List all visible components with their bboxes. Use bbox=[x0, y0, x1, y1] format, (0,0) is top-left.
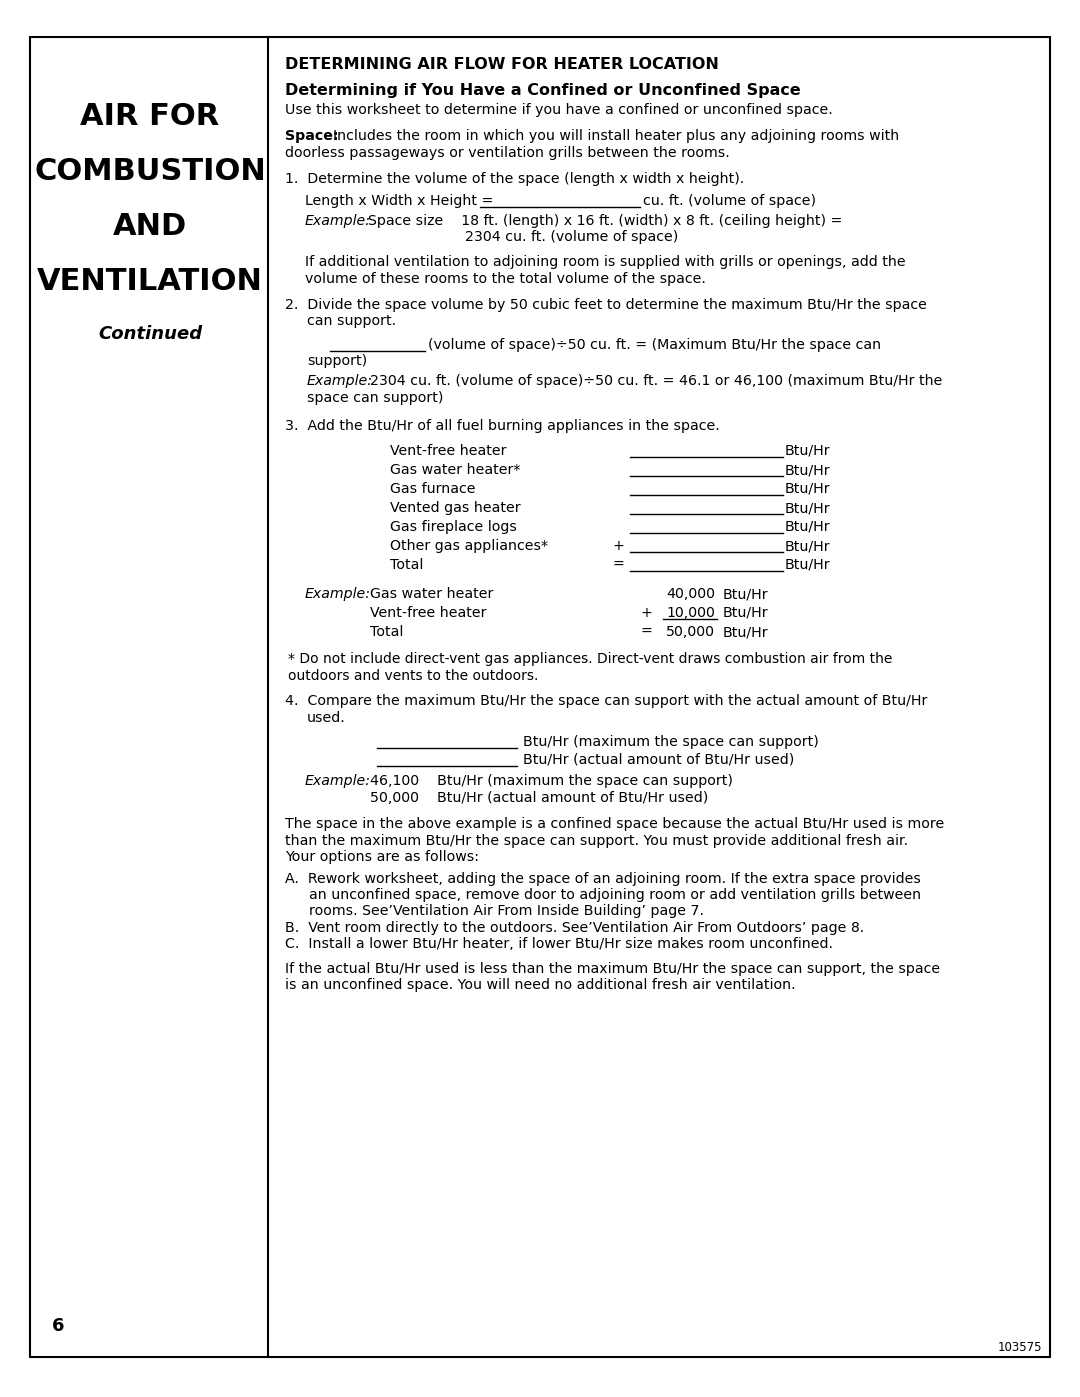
Text: outdoors and vents to the outdoors.: outdoors and vents to the outdoors. bbox=[288, 669, 538, 683]
Text: Gas fireplace logs: Gas fireplace logs bbox=[390, 520, 517, 534]
Text: 50,000: 50,000 bbox=[666, 624, 715, 638]
Text: Example:: Example: bbox=[305, 774, 372, 788]
Text: Gas water heater: Gas water heater bbox=[370, 587, 494, 601]
Text: Includes the room in which you will install heater plus any adjoining rooms with: Includes the room in which you will inst… bbox=[333, 129, 900, 142]
Text: * Do not include direct-vent gas appliances. Direct-vent draws combustion air fr: * Do not include direct-vent gas applian… bbox=[288, 652, 892, 666]
Text: Example:: Example: bbox=[307, 374, 373, 388]
Text: VENTILATION: VENTILATION bbox=[37, 267, 262, 296]
Text: Other gas appliances*: Other gas appliances* bbox=[390, 539, 548, 553]
Text: space can support): space can support) bbox=[307, 391, 444, 405]
Text: Gas furnace: Gas furnace bbox=[390, 482, 475, 496]
Text: Total: Total bbox=[370, 624, 403, 638]
Text: Total: Total bbox=[390, 557, 423, 571]
Text: Btu/Hr: Btu/Hr bbox=[785, 539, 831, 553]
Text: 3.  Add the Btu/Hr of all fuel burning appliances in the space.: 3. Add the Btu/Hr of all fuel burning ap… bbox=[285, 419, 719, 433]
Text: Btu/Hr: Btu/Hr bbox=[723, 606, 769, 620]
Text: 2304 cu. ft. (volume of space): 2304 cu. ft. (volume of space) bbox=[465, 231, 678, 244]
Text: Vented gas heater: Vented gas heater bbox=[390, 502, 521, 515]
Text: 10,000: 10,000 bbox=[666, 606, 715, 620]
Text: 4.  Compare the maximum Btu/Hr the space can support with the actual amount of B: 4. Compare the maximum Btu/Hr the space … bbox=[285, 694, 928, 708]
Text: doorless passageways or ventilation grills between the rooms.: doorless passageways or ventilation gril… bbox=[285, 145, 730, 159]
Text: cu. ft. (volume of space): cu. ft. (volume of space) bbox=[643, 194, 816, 208]
Text: Example:: Example: bbox=[305, 214, 372, 228]
Text: The space in the above example is a confined space because the actual Btu/Hr use: The space in the above example is a conf… bbox=[285, 817, 944, 831]
Text: Space size    18 ft. (length) x 16 ft. (width) x 8 ft. (ceiling height) =: Space size 18 ft. (length) x 16 ft. (wid… bbox=[368, 214, 842, 228]
Text: volume of these rooms to the total volume of the space.: volume of these rooms to the total volum… bbox=[305, 271, 706, 285]
Text: Btu/Hr (maximum the space can support): Btu/Hr (maximum the space can support) bbox=[523, 735, 819, 749]
Text: If additional ventilation to adjoining room is supplied with grills or openings,: If additional ventilation to adjoining r… bbox=[305, 256, 906, 270]
Text: Vent-free heater: Vent-free heater bbox=[390, 444, 507, 458]
Text: 1.  Determine the volume of the space (length x width x height).: 1. Determine the volume of the space (le… bbox=[285, 172, 744, 186]
Text: AIR FOR: AIR FOR bbox=[80, 102, 219, 131]
Text: Vent-free heater: Vent-free heater bbox=[370, 606, 486, 620]
Text: an unconfined space, remove door to adjoining room or add ventilation grills bet: an unconfined space, remove door to adjo… bbox=[309, 888, 921, 902]
Text: support): support) bbox=[307, 355, 367, 369]
Text: 6: 6 bbox=[52, 1317, 65, 1336]
Text: 2304 cu. ft. (volume of space)÷50 cu. ft. = 46.1 or 46,100 (maximum Btu/Hr the: 2304 cu. ft. (volume of space)÷50 cu. ft… bbox=[370, 374, 943, 388]
Text: Use this worksheet to determine if you have a confined or unconfined space.: Use this worksheet to determine if you h… bbox=[285, 103, 833, 117]
Text: Btu/Hr: Btu/Hr bbox=[785, 520, 831, 534]
Text: Length x Width x Height =: Length x Width x Height = bbox=[305, 194, 498, 208]
Text: Btu/Hr: Btu/Hr bbox=[785, 462, 831, 476]
Text: Example:: Example: bbox=[305, 587, 372, 601]
Text: rooms. See’Ventilation Air From Inside Building’ page 7.: rooms. See’Ventilation Air From Inside B… bbox=[309, 904, 704, 918]
Text: used.: used. bbox=[307, 711, 346, 725]
Text: C.  Install a lower Btu/Hr heater, if lower Btu/Hr size makes room unconfined.: C. Install a lower Btu/Hr heater, if low… bbox=[285, 937, 833, 951]
Text: is an unconfined space. You will need no additional fresh air ventilation.: is an unconfined space. You will need no… bbox=[285, 978, 796, 992]
Text: Space:: Space: bbox=[285, 129, 339, 142]
Text: =: = bbox=[612, 557, 624, 571]
Text: 50,000    Btu/Hr (actual amount of Btu/Hr used): 50,000 Btu/Hr (actual amount of Btu/Hr u… bbox=[370, 791, 708, 805]
Text: +: + bbox=[612, 539, 624, 553]
Text: Btu/Hr: Btu/Hr bbox=[785, 557, 831, 571]
Text: can support.: can support. bbox=[307, 314, 396, 328]
Text: Btu/Hr: Btu/Hr bbox=[723, 587, 769, 601]
Text: Btu/Hr: Btu/Hr bbox=[785, 444, 831, 458]
Text: =: = bbox=[640, 624, 652, 638]
Text: B.  Vent room directly to the outdoors. See’Ventilation Air From Outdoors’ page : B. Vent room directly to the outdoors. S… bbox=[285, 921, 864, 935]
Text: (volume of space)÷50 cu. ft. = (Maximum Btu/Hr the space can: (volume of space)÷50 cu. ft. = (Maximum … bbox=[428, 338, 881, 352]
Text: +: + bbox=[640, 606, 652, 620]
Text: Btu/Hr: Btu/Hr bbox=[785, 502, 831, 515]
Text: Gas water heater*: Gas water heater* bbox=[390, 462, 521, 476]
Text: A.  Rework worksheet, adding the space of an adjoining room. If the extra space : A. Rework worksheet, adding the space of… bbox=[285, 872, 921, 886]
Text: than the maximum Btu/Hr the space can support. You must provide additional fresh: than the maximum Btu/Hr the space can su… bbox=[285, 834, 908, 848]
Text: Btu/Hr: Btu/Hr bbox=[785, 482, 831, 496]
Text: 103575: 103575 bbox=[998, 1341, 1042, 1354]
Text: Continued: Continued bbox=[98, 326, 202, 344]
Text: If the actual Btu/Hr used is less than the maximum Btu/Hr the space can support,: If the actual Btu/Hr used is less than t… bbox=[285, 961, 940, 975]
Text: Btu/Hr (actual amount of Btu/Hr used): Btu/Hr (actual amount of Btu/Hr used) bbox=[523, 753, 794, 767]
Text: Btu/Hr: Btu/Hr bbox=[723, 624, 769, 638]
Text: AND: AND bbox=[113, 212, 187, 242]
Text: Determining if You Have a Confined or Unconfined Space: Determining if You Have a Confined or Un… bbox=[285, 82, 800, 98]
Text: 40,000: 40,000 bbox=[666, 587, 715, 601]
Text: 46,100    Btu/Hr (maximum the space can support): 46,100 Btu/Hr (maximum the space can sup… bbox=[370, 774, 733, 788]
Text: COMBUSTION: COMBUSTION bbox=[35, 156, 266, 186]
Text: Your options are as follows:: Your options are as follows: bbox=[285, 849, 480, 863]
Text: DETERMINING AIR FLOW FOR HEATER LOCATION: DETERMINING AIR FLOW FOR HEATER LOCATION bbox=[285, 57, 719, 73]
Text: 2.  Divide the space volume by 50 cubic feet to determine the maximum Btu/Hr the: 2. Divide the space volume by 50 cubic f… bbox=[285, 298, 927, 312]
